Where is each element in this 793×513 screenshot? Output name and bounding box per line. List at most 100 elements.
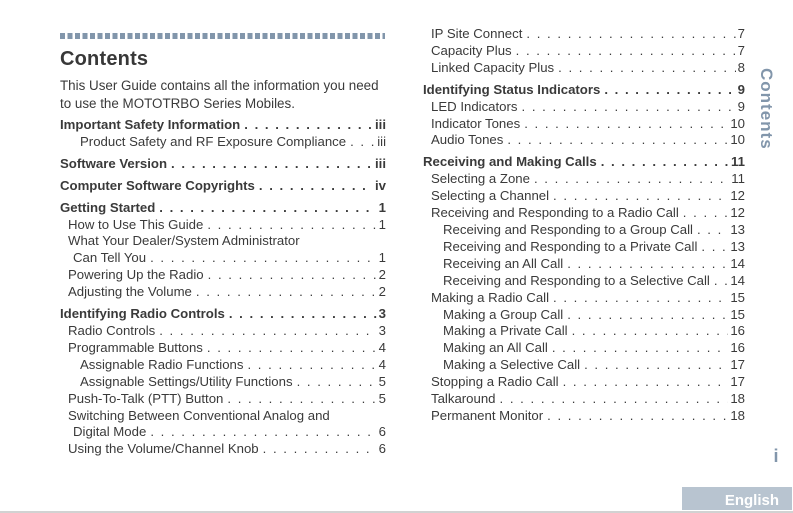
- toc-entry-page: 14: [730, 272, 745, 288]
- toc-entry-page: 12: [730, 205, 745, 221]
- toc-entry-label: Making an All Call: [443, 340, 548, 356]
- toc-entry[interactable]: Making a Radio Call 15: [423, 290, 745, 307]
- toc-entry[interactable]: Making a Group Call 15: [423, 307, 745, 324]
- dot-leader: [584, 357, 728, 374]
- toc-entry[interactable]: Stopping a Radio Call 17: [423, 374, 745, 391]
- toc-entry[interactable]: What Your Dealer/System Administrator: [60, 233, 386, 250]
- toc-entry[interactable]: Adjusting the Volume 2: [60, 284, 386, 301]
- toc-entry[interactable]: Audio Tones 10: [423, 132, 745, 149]
- toc-entry-label: Computer Software Copyrights: [60, 177, 255, 193]
- toc-entry[interactable]: Programmable Buttons 4: [60, 340, 386, 357]
- toc-entry[interactable]: Indicator Tones 10: [423, 116, 745, 133]
- toc-entry-label: Software Version: [60, 155, 167, 171]
- toc-entry[interactable]: Receiving and Responding to a Radio Call…: [423, 205, 745, 222]
- toc-entry-label: Assignable Radio Functions: [80, 356, 244, 372]
- dot-leader: [159, 323, 376, 340]
- toc-entry[interactable]: Selecting a Channel 12: [423, 188, 745, 205]
- toc-entry[interactable]: Push-To-Talk (PTT) Button 5: [60, 391, 386, 408]
- toc-entry[interactable]: Switching Between Conventional Analog an…: [60, 408, 386, 425]
- toc-entry[interactable]: Assignable Radio Functions 4: [60, 357, 386, 374]
- toc-entry[interactable]: LED Indicators 9: [423, 99, 745, 116]
- toc-entry-page: 13: [730, 221, 745, 237]
- toc-entry[interactable]: Assignable Settings/Utility Functions 5: [60, 374, 386, 391]
- toc-entry-page: 1: [378, 216, 386, 232]
- toc-entry[interactable]: Identifying Radio Controls 3: [60, 306, 386, 323]
- toc-entry[interactable]: Powering Up the Radio 2: [60, 267, 386, 284]
- dot-leader: [150, 424, 376, 441]
- toc-entry-label: Receiving and Making Calls: [423, 154, 597, 170]
- toc-entry[interactable]: Receiving and Making Calls 11: [423, 154, 745, 171]
- toc-entry[interactable]: Making a Private Call 16: [423, 323, 745, 340]
- toc-entry-page: 4: [378, 339, 386, 355]
- toc-entry[interactable]: Identifying Status Indicators 9: [423, 82, 745, 99]
- toc-entry-page: 13: [730, 238, 745, 254]
- toc-entry[interactable]: Linked Capacity Plus 8: [423, 60, 745, 77]
- toc-entry-label: Selecting a Channel: [431, 188, 550, 204]
- toc-entry[interactable]: Getting Started 1: [60, 200, 386, 217]
- toc-entry[interactable]: Radio Controls 3: [60, 323, 386, 340]
- toc-entry[interactable]: Selecting a Zone 11: [423, 171, 745, 188]
- dot-leader: [572, 323, 729, 340]
- dot-leader: [567, 256, 728, 273]
- dot-leader: [247, 357, 376, 374]
- toc-entry-label: Indicator Tones: [431, 115, 521, 131]
- toc-entry[interactable]: Computer Software Copyrights iv: [60, 178, 386, 195]
- toc-entry[interactable]: Making a Selective Call 17: [423, 357, 745, 374]
- toc-entry-page: 17: [730, 374, 745, 390]
- toc-entry[interactable]: Permanent Monitor 18: [423, 408, 745, 425]
- dot-leader: [534, 171, 729, 188]
- dot-leader: [171, 156, 373, 173]
- toc-entry-page: 5: [378, 373, 386, 389]
- dot-leader: [208, 267, 377, 284]
- toc-entry-label: Audio Tones: [431, 132, 504, 148]
- dot-leader: [297, 374, 377, 391]
- toc-entry-label: Radio Controls: [68, 322, 156, 338]
- toc-entry[interactable]: Product Safety and RF Exposure Complianc…: [60, 134, 386, 151]
- dot-leader: [714, 273, 728, 290]
- page-number: i: [773, 446, 779, 466]
- toc-entry[interactable]: Receiving and Responding to a Group Call…: [423, 222, 745, 239]
- dot-leader: [683, 205, 729, 222]
- toc-entry[interactable]: Receiving and Responding to a Selective …: [423, 273, 745, 290]
- toc-entry[interactable]: Receiving and Responding to a Private Ca…: [423, 239, 745, 256]
- toc-entry[interactable]: Talkaround 18: [423, 391, 745, 408]
- dot-leader: [229, 306, 377, 323]
- toc-entry-label: Capacity Plus: [431, 42, 512, 58]
- toc-entry[interactable]: Software Version iii: [60, 156, 386, 173]
- toc-entry-label: Powering Up the Radio: [68, 267, 204, 283]
- toc-entry-label: Important Safety Information: [60, 117, 241, 132]
- toc-entry-page: 18: [730, 391, 745, 407]
- toc-entry-label: Permanent Monitor: [431, 407, 544, 423]
- dot-leader: [553, 290, 728, 307]
- toc-entry[interactable]: Capacity Plus 7: [423, 43, 745, 60]
- toc-entry[interactable]: Digital Mode 6: [60, 424, 386, 441]
- toc-entry-label: Making a Radio Call: [431, 289, 550, 305]
- toc-entry-page: 1: [378, 199, 386, 215]
- decorative-dashed-rule: [60, 33, 385, 39]
- toc-entry-page: 8: [737, 59, 745, 75]
- toc-entry[interactable]: Important Safety Information iii: [60, 117, 386, 134]
- toc-entry-page: 1: [378, 250, 386, 266]
- intro-text: This User Guide contains all the informa…: [60, 78, 379, 111]
- toc-entry-label: Push-To-Talk (PTT) Button: [68, 390, 224, 406]
- toc-entry-page: 2: [378, 284, 386, 300]
- toc-entry[interactable]: Using the Volume/Channel Knob 6: [60, 441, 386, 458]
- toc-entry[interactable]: Making an All Call 16: [423, 340, 745, 357]
- toc-entry-page: 7: [737, 42, 745, 58]
- page-bottom-border: [0, 511, 793, 513]
- toc-entry-label: How to Use This Guide: [68, 216, 204, 232]
- toc-entry[interactable]: Can Tell You 1: [60, 250, 386, 267]
- toc-entry[interactable]: IP Site Connect 7: [423, 26, 745, 43]
- toc-left-list: Important Safety Information iii Product…: [60, 117, 386, 458]
- dot-leader: [500, 391, 729, 408]
- dot-leader: [558, 60, 736, 77]
- toc-entry-label: Programmable Buttons: [68, 339, 203, 355]
- toc-entry-label: Getting Started: [60, 199, 156, 215]
- toc-entry-page: 9: [737, 81, 745, 97]
- toc-entry-label: Selecting a Zone: [431, 171, 530, 187]
- toc-entry[interactable]: Receiving an All Call 14: [423, 256, 745, 273]
- toc-entry[interactable]: How to Use This Guide 1: [60, 217, 386, 234]
- english-language-button[interactable]: English: [682, 487, 792, 510]
- toc-entry-label: Receiving and Responding to a Selective …: [443, 272, 710, 288]
- toc-entry-label: What Your Dealer/System Administrator: [68, 233, 300, 249]
